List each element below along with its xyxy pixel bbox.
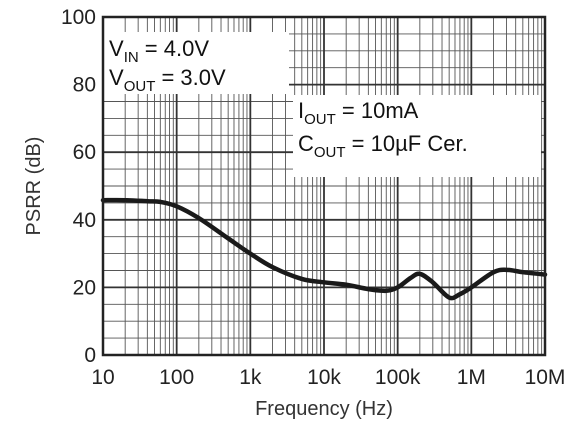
iout-cout-box: [293, 95, 541, 177]
x-ticks: 10 100 1k 10k 100k 1M 10M: [91, 366, 565, 389]
y-tick-label: 20: [73, 276, 96, 299]
cout-annotation: COUT = 10µF Cer.: [298, 131, 468, 161]
y-tick-label: 60: [73, 141, 96, 164]
vin-vout-box: [104, 32, 289, 94]
vout-annotation: VOUT = 3.0V: [109, 65, 226, 95]
x-tick-label: 10M: [525, 366, 566, 389]
psrr-curve: [100, 197, 548, 301]
x-tick-label: 100k: [375, 366, 421, 389]
y-tick-label: 80: [73, 74, 96, 97]
plot-frame: [101, 15, 547, 357]
x-tick-label: 10: [91, 366, 114, 389]
y-axis-title: PSRR (dB): [23, 137, 45, 236]
x-tick-label: 100: [159, 366, 194, 389]
x-tick-label: 1M: [457, 366, 486, 389]
y-tick-label: 0: [84, 344, 96, 367]
x-axis-title: Frequency (Hz): [255, 398, 393, 420]
iout-annotation: IOUT = 10mA: [298, 98, 419, 128]
vin-annotation: VIN = 4.0V: [109, 36, 209, 66]
x-tick-label: 1k: [239, 366, 262, 389]
y-tick-label: 100: [61, 6, 96, 29]
y-tick-label: 40: [73, 209, 96, 232]
y-ticks: 0 20 40 60 80 100: [61, 6, 96, 367]
x-tick-label: 10k: [307, 366, 341, 389]
